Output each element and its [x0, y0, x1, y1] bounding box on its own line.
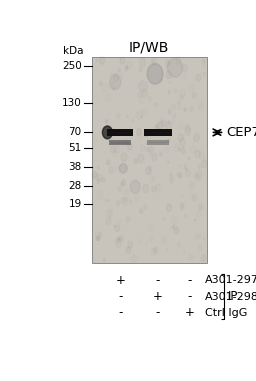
Text: -: -: [118, 306, 122, 319]
Text: 19: 19: [68, 199, 82, 209]
Text: kDa: kDa: [63, 46, 83, 56]
Text: IP: IP: [227, 290, 238, 303]
Ellipse shape: [167, 58, 182, 77]
Ellipse shape: [130, 180, 140, 193]
Text: 38: 38: [68, 162, 82, 172]
Bar: [108, 128, 133, 136]
Bar: [109, 140, 131, 145]
Ellipse shape: [139, 81, 147, 91]
Ellipse shape: [102, 126, 112, 139]
Text: CEP72: CEP72: [226, 126, 256, 139]
Text: IP/WB: IP/WB: [129, 40, 169, 54]
Text: 250: 250: [62, 61, 82, 70]
Text: 130: 130: [62, 98, 82, 108]
Text: -: -: [118, 290, 122, 303]
Text: Ctrl IgG: Ctrl IgG: [205, 308, 247, 318]
Text: -: -: [188, 274, 192, 287]
Text: 51: 51: [68, 143, 82, 153]
Text: +: +: [115, 274, 125, 287]
Text: A301-297A: A301-297A: [205, 275, 256, 285]
Ellipse shape: [119, 164, 127, 173]
Bar: [146, 132, 170, 134]
Text: +: +: [153, 290, 163, 303]
Bar: [92, 58, 207, 263]
Text: -: -: [188, 290, 192, 303]
Text: 28: 28: [68, 181, 82, 191]
Bar: [144, 128, 172, 136]
Ellipse shape: [110, 75, 121, 90]
Ellipse shape: [147, 64, 163, 84]
Bar: [149, 142, 167, 144]
Bar: [109, 132, 131, 134]
Text: -: -: [156, 306, 160, 319]
Text: -: -: [156, 274, 160, 287]
Bar: [147, 141, 169, 145]
Text: 70: 70: [68, 127, 82, 138]
Text: A301-298A: A301-298A: [205, 291, 256, 301]
Text: +: +: [185, 306, 195, 319]
Bar: [111, 142, 130, 144]
